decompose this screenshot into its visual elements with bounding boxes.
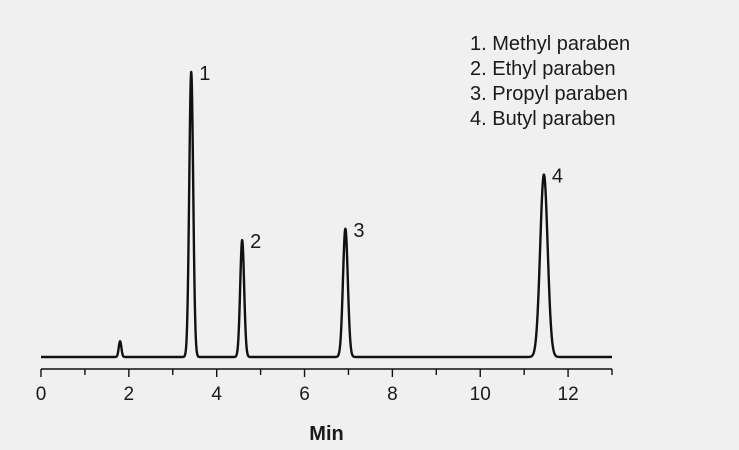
trace-layer [40,70,613,359]
peak-label-2: 2 [250,231,261,253]
legend-entry: 3. Propyl paraben [470,83,628,105]
x-tick-label: 10 [470,384,491,405]
peak-label-4: 4 [552,166,563,188]
x-tick-label: 12 [558,384,579,405]
peak-label-1: 1 [199,63,210,85]
x-tick-label: 8 [387,384,398,405]
x-tick-label: 2 [124,384,135,405]
x-axis-title: Min [309,423,343,445]
peak-label-3: 3 [353,220,364,242]
x-axis: 0 2 4 6 8 10 12 [36,368,613,405]
x-tick-label: 4 [211,384,222,405]
legend-entry: 2. Ethyl paraben [470,58,616,80]
peak-labels: 1 2 3 4 [199,63,563,253]
legend-entry: 4. Butyl paraben [470,108,616,130]
x-tick-label: 6 [299,384,310,405]
legend: 1. Methyl paraben 2. Ethyl paraben 3. Prop… [470,33,630,130]
chromatogram-trace [40,70,613,359]
legend-entry: 1. Methyl paraben [470,33,630,55]
x-tick-label: 0 [36,384,47,405]
